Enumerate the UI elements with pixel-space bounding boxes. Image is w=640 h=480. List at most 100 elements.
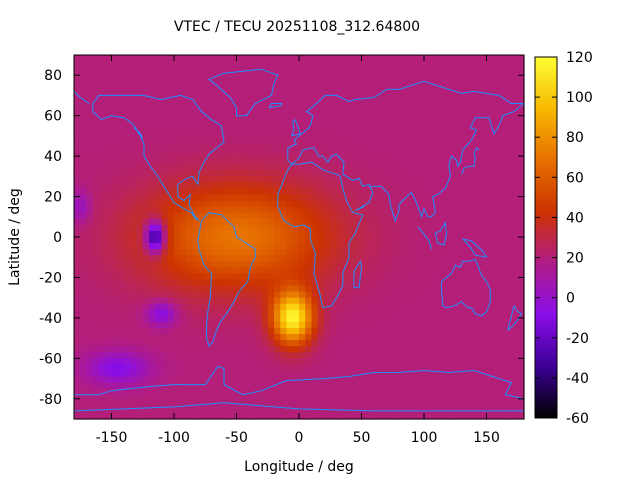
heatmap-cell bbox=[442, 188, 450, 196]
heatmap-cell bbox=[411, 334, 419, 341]
heatmap-cell bbox=[161, 109, 169, 117]
heatmap-cell bbox=[392, 182, 400, 190]
heatmap-cell bbox=[242, 121, 250, 129]
heatmap-cell bbox=[455, 212, 463, 220]
heatmap-cell bbox=[92, 164, 100, 171]
heatmap-cell bbox=[192, 200, 200, 208]
heatmap-cell bbox=[486, 400, 494, 408]
heatmap-cell bbox=[517, 133, 525, 141]
heatmap-cell bbox=[199, 67, 206, 74]
heatmap-cell bbox=[461, 285, 469, 293]
heatmap-cell bbox=[436, 303, 444, 311]
heatmap-cell bbox=[499, 182, 506, 190]
heatmap-cell bbox=[249, 91, 256, 99]
heatmap-cell bbox=[374, 79, 381, 86]
heatmap-cell bbox=[336, 188, 344, 196]
heatmap-cell bbox=[205, 67, 213, 74]
heatmap-cell bbox=[442, 297, 450, 305]
heatmap-cell bbox=[217, 243, 225, 250]
heatmap-cell bbox=[205, 139, 213, 147]
heatmap-cell bbox=[317, 115, 325, 123]
heatmap-cell bbox=[86, 388, 94, 396]
heatmap-cell bbox=[99, 346, 106, 353]
heatmap-cell bbox=[511, 249, 519, 256]
heatmap-cell bbox=[142, 261, 150, 268]
heatmap-cell bbox=[442, 376, 450, 384]
heatmap-cell bbox=[92, 364, 100, 372]
heatmap-cell bbox=[511, 212, 519, 220]
heatmap-cell bbox=[299, 406, 306, 414]
heatmap-cell bbox=[124, 206, 131, 214]
heatmap-cell bbox=[149, 152, 156, 159]
heatmap-cell bbox=[374, 249, 381, 256]
heatmap-cell bbox=[317, 249, 325, 256]
heatmap-cell bbox=[192, 73, 200, 80]
heatmap-cell bbox=[274, 243, 281, 250]
heatmap-cell bbox=[355, 224, 363, 232]
heatmap-cell bbox=[411, 303, 419, 311]
heatmap-cell bbox=[405, 388, 413, 396]
heatmap-cell bbox=[417, 188, 425, 196]
heatmap-cell bbox=[455, 285, 463, 293]
heatmap-cell bbox=[230, 182, 238, 190]
heatmap-cell bbox=[392, 303, 400, 311]
heatmap-cell bbox=[517, 176, 525, 183]
heatmap-cell bbox=[224, 340, 231, 347]
heatmap-cell bbox=[292, 55, 300, 62]
heatmap-cell bbox=[149, 139, 156, 147]
heatmap-cell bbox=[274, 85, 281, 92]
heatmap-cell bbox=[330, 358, 338, 365]
heatmap-cell bbox=[292, 273, 300, 281]
heatmap-cell bbox=[449, 79, 456, 86]
heatmap-cell bbox=[424, 109, 431, 117]
heatmap-cell bbox=[342, 291, 350, 299]
heatmap-cell bbox=[74, 267, 81, 274]
heatmap-cell bbox=[274, 91, 281, 99]
heatmap-cell bbox=[380, 285, 388, 293]
heatmap-cell bbox=[424, 139, 431, 147]
heatmap-cell bbox=[486, 55, 494, 62]
heatmap-cell bbox=[261, 352, 269, 359]
heatmap-cell bbox=[392, 376, 400, 384]
heatmap-cell bbox=[236, 358, 244, 365]
heatmap-cell bbox=[499, 315, 506, 323]
heatmap-cell bbox=[417, 340, 425, 347]
heatmap-cell bbox=[192, 328, 200, 335]
heatmap-cell bbox=[436, 370, 444, 378]
heatmap-cell bbox=[74, 55, 81, 62]
heatmap-cell bbox=[217, 346, 225, 353]
heatmap-cell bbox=[99, 394, 106, 402]
heatmap-cell bbox=[342, 400, 350, 408]
heatmap-cell bbox=[249, 170, 256, 177]
heatmap-cell bbox=[130, 406, 138, 414]
heatmap-cell bbox=[274, 115, 281, 123]
heatmap-cell bbox=[274, 121, 281, 129]
heatmap-cell bbox=[136, 291, 144, 299]
heatmap-cell bbox=[330, 146, 338, 153]
heatmap-cell bbox=[467, 412, 475, 420]
heatmap-cell bbox=[155, 61, 163, 68]
heatmap-cell bbox=[267, 176, 275, 183]
heatmap-cell bbox=[392, 279, 400, 287]
coastline bbox=[277, 161, 364, 309]
heatmap-cell bbox=[80, 212, 88, 220]
heatmap-cell bbox=[224, 194, 231, 202]
heatmap-cell bbox=[180, 297, 188, 305]
heatmap-cell bbox=[124, 164, 131, 171]
heatmap-cell bbox=[336, 303, 344, 311]
heatmap-cell bbox=[380, 334, 388, 341]
heatmap-cell bbox=[380, 61, 388, 68]
heatmap-cell bbox=[186, 334, 194, 341]
heatmap-cell bbox=[149, 303, 156, 311]
heatmap-cell bbox=[167, 255, 175, 262]
heatmap-cell bbox=[374, 412, 381, 420]
heatmap-cell bbox=[99, 249, 106, 256]
heatmap-cell bbox=[130, 267, 138, 274]
heatmap-cell bbox=[511, 73, 519, 80]
heatmap-cell bbox=[280, 388, 288, 396]
heatmap-cell bbox=[436, 79, 444, 86]
heatmap-cell bbox=[399, 303, 406, 311]
heatmap-cell bbox=[311, 133, 319, 141]
heatmap-cell bbox=[124, 255, 131, 262]
heatmap-cell bbox=[261, 146, 269, 153]
